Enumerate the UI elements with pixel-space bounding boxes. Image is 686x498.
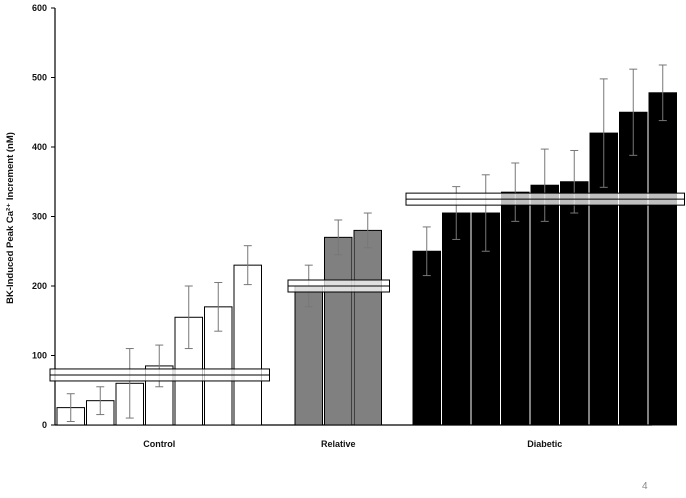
bar — [442, 212, 471, 426]
group-labels: Control Relative Diabetic — [143, 439, 562, 449]
bar — [233, 264, 262, 426]
y-tick-label: 0 — [42, 420, 47, 430]
error-bars — [66, 64, 667, 423]
group-label: Control — [143, 439, 175, 449]
group-label: Relative — [321, 439, 356, 449]
bar — [648, 92, 677, 426]
bar — [294, 285, 323, 426]
y-tick-label: 300 — [32, 212, 47, 222]
bar — [412, 250, 441, 426]
y-tick-label: 400 — [32, 142, 47, 152]
bar — [619, 111, 648, 426]
y-tick-label: 500 — [32, 73, 47, 83]
bar — [501, 191, 530, 426]
y-tick-label: 100 — [32, 351, 47, 361]
bars — [56, 92, 677, 426]
y-tick-label: 200 — [32, 281, 47, 291]
y-tick-labels: 0 100 200 300 400 500 600 — [32, 3, 55, 430]
bar — [530, 184, 559, 426]
y-tick-label: 600 — [32, 3, 47, 13]
group-label: Diabetic — [527, 439, 562, 449]
bar — [324, 236, 353, 426]
bar — [560, 181, 589, 426]
y-axis-label: BK-Induced Peak Ca²⁺ Increment (nM) — [5, 132, 16, 304]
page-number: 4 — [642, 481, 648, 492]
bar — [353, 229, 382, 426]
group-mean-bands — [49, 192, 685, 382]
